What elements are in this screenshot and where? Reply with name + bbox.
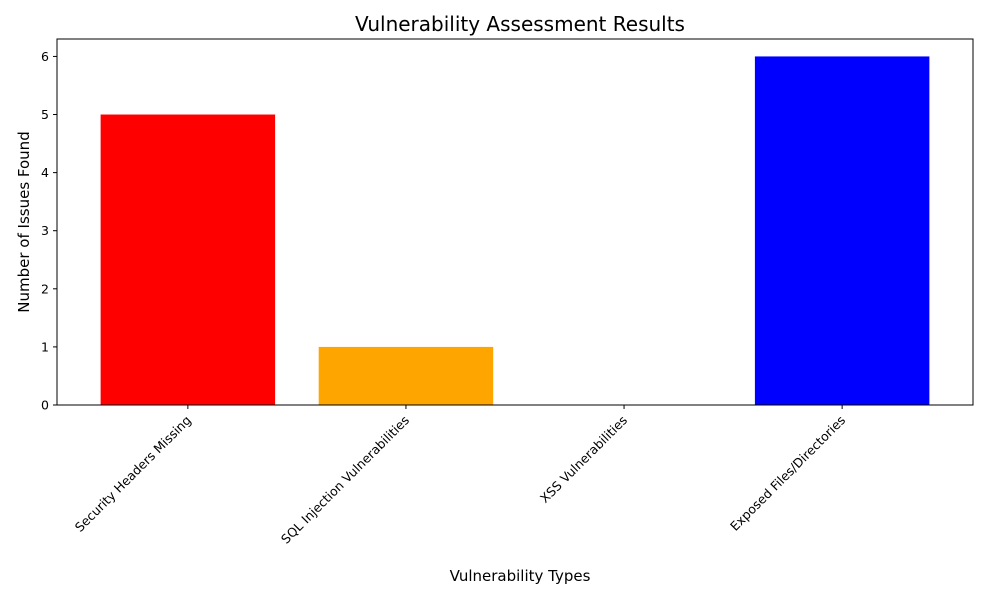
bar-1: [318, 346, 494, 405]
y-axis-ticks: 0 1 2 3 4 5 6: [41, 49, 57, 413]
x-tick-label-2: XSS Vulnerabilities: [537, 413, 630, 506]
y-tick-label-2: 2: [41, 281, 49, 296]
bars-group: [100, 56, 930, 406]
y-tick-label-6: 6: [41, 49, 49, 64]
y-tick-label-0: 0: [41, 398, 49, 413]
bar-3: [754, 56, 930, 406]
x-tick-label-0: Security Headers Missing: [72, 413, 194, 535]
x-axis-label: Vulnerability Types: [450, 567, 591, 585]
y-tick-label-1: 1: [41, 339, 49, 354]
y-axis-label: Number of Issues Found: [15, 131, 33, 312]
y-tick-label-4: 4: [41, 165, 49, 180]
y-tick-label-5: 5: [41, 107, 49, 122]
chart-title: Vulnerability Assessment Results: [355, 12, 685, 36]
bar-0: [100, 114, 276, 406]
x-tick-label-3: Exposed Files/Directories: [727, 413, 848, 534]
y-tick-label-3: 3: [41, 223, 49, 238]
x-axis-ticks: Security Headers Missing SQL Injection Vu…: [72, 405, 848, 547]
plot-area-frame: [56, 38, 974, 406]
x-tick-label-1: SQL Injection Vulnerabilities: [278, 413, 412, 547]
